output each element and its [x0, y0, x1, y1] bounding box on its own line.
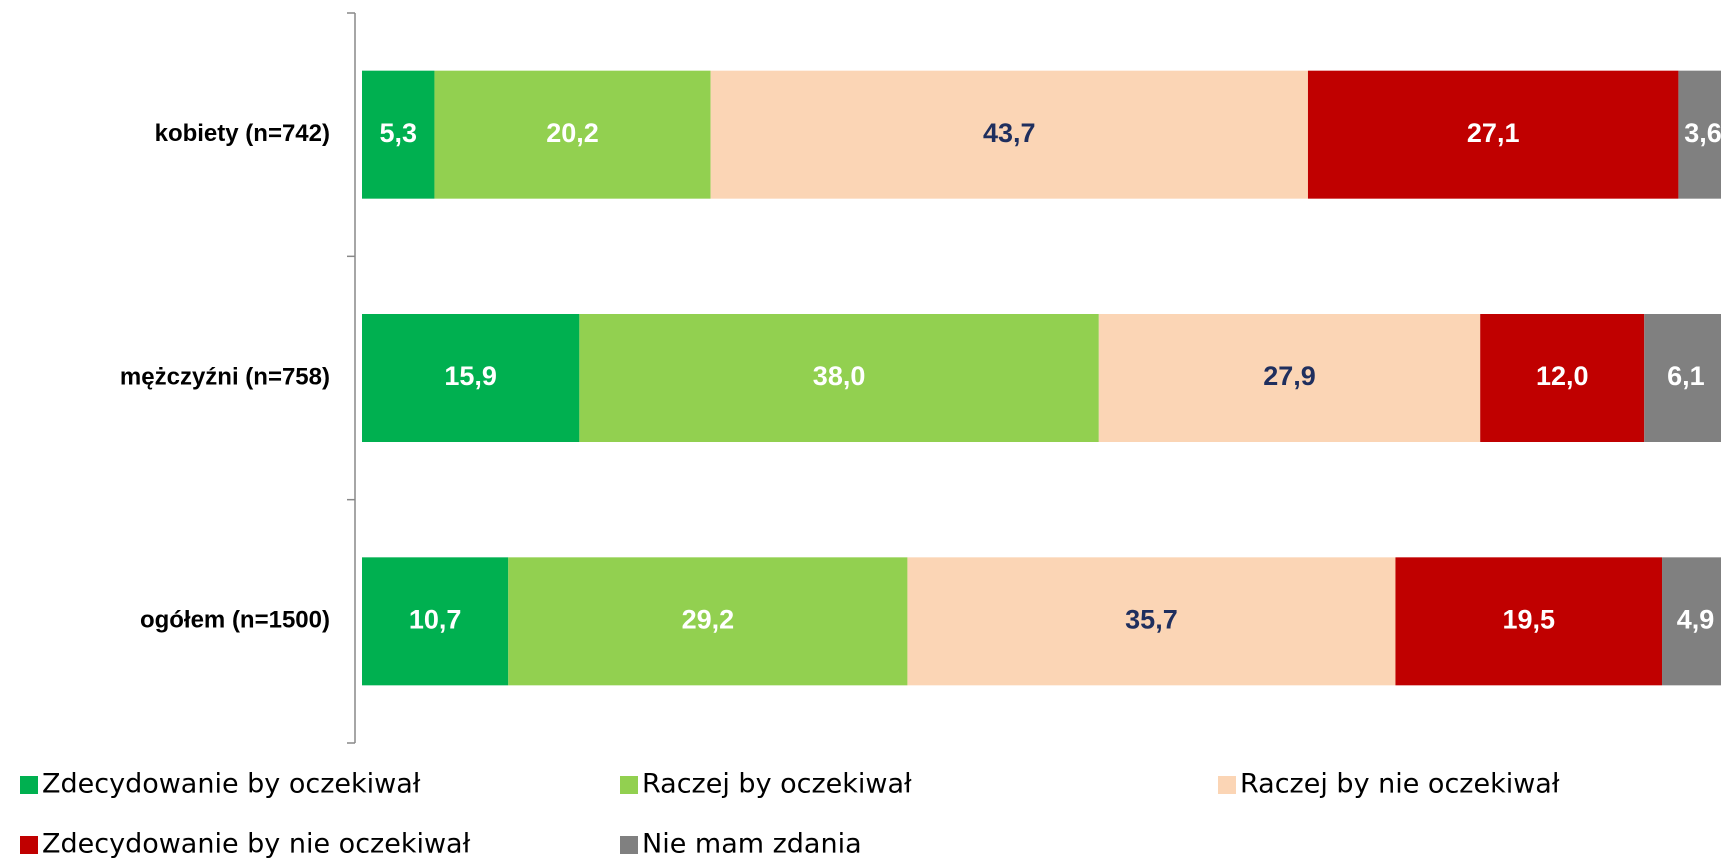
bar-segment — [1678, 70, 1721, 199]
bar-segment — [579, 314, 1099, 442]
bar-segment — [1480, 314, 1645, 442]
value-label: 5,3 — [379, 118, 417, 148]
legend-label: Zdecydowanie by oczekiwał — [42, 769, 421, 800]
value-label: 15,9 — [444, 361, 497, 391]
category-label: ogółem (n=1500) — [140, 607, 330, 634]
legend-label: Nie mam zdania — [642, 829, 862, 860]
bar-segment — [1307, 70, 1679, 199]
value-label: 38,0 — [813, 361, 866, 391]
value-label: 3,6 — [1684, 118, 1721, 148]
value-label: 43,7 — [983, 118, 1036, 148]
value-label: 12,0 — [1536, 361, 1589, 391]
bar-segment — [434, 70, 711, 199]
bar-segment — [362, 557, 509, 686]
value-label: 6,1 — [1667, 361, 1705, 391]
bar-segment — [1098, 314, 1481, 442]
value-label: 19,5 — [1502, 604, 1555, 634]
legend-swatch — [20, 776, 38, 794]
legend-label: Raczej by nie oczekiwał — [1240, 769, 1560, 800]
bar-segment — [362, 314, 580, 442]
category-label: mężczyźni (n=758) — [120, 363, 330, 390]
legend-label: Zdecydowanie by nie oczekiwał — [42, 829, 471, 860]
bar-segment — [508, 557, 908, 686]
value-label: 20,2 — [546, 118, 599, 148]
value-label: 27,9 — [1263, 361, 1316, 391]
category-label: kobiety (n=742) — [155, 120, 330, 147]
legend-label: Raczej by oczekiwał — [642, 769, 912, 800]
value-label: 4,9 — [1677, 604, 1715, 634]
legend-swatch — [620, 776, 638, 794]
bar-segment — [1644, 314, 1721, 442]
legend-swatch — [1218, 776, 1236, 794]
legend-swatch — [20, 836, 38, 854]
value-label: 29,2 — [682, 604, 735, 634]
bar-segment — [1395, 557, 1663, 686]
bar-segment — [907, 557, 1396, 686]
legend-swatch — [620, 836, 638, 854]
value-label: 27,1 — [1467, 118, 1520, 148]
bar-segment — [710, 70, 1308, 199]
value-label: 35,7 — [1125, 604, 1178, 634]
value-label: 10,7 — [409, 604, 462, 634]
bar-segment — [362, 70, 435, 199]
bar-segment — [1662, 557, 1721, 686]
